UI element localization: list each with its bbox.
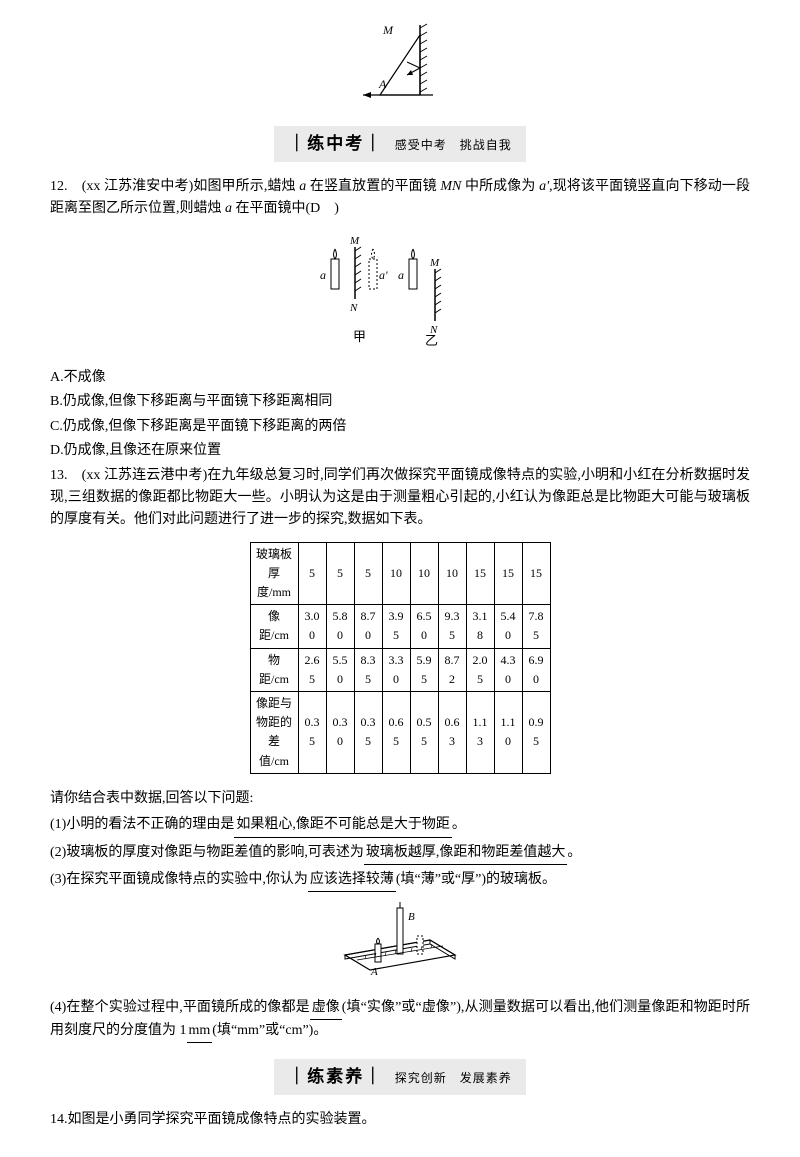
q13-table: 玻璃板厚度/mm555101010151515像距/cm3.005.808.70…	[250, 542, 551, 774]
q13-sub1: (1)小明的看法不正确的理由是如果粗心,像距不可能总是大于物距。	[50, 814, 750, 837]
table-row-label: 像距/cm	[250, 605, 298, 648]
table-cell: 0.30	[326, 692, 354, 774]
table-cell: 2.65	[298, 648, 326, 691]
table-cell: 8.70	[354, 605, 382, 648]
svg-text:a: a	[398, 268, 404, 282]
table-cell: 4.30	[494, 648, 522, 691]
table-cell: 6.90	[522, 648, 550, 691]
q12-opt-c: C.仍成像,但像下移距离是平面镜下移距离的两倍	[50, 416, 750, 438]
table-cell: 0.35	[354, 692, 382, 774]
svg-text:A: A	[370, 966, 378, 978]
banner-midterm-title: ｜练中考｜	[288, 134, 383, 153]
q12-stem: 12. (xx 江苏淮安中考)如图甲所示,蜡烛 a 在竖直放置的平面镜 MN 中…	[50, 176, 750, 221]
table-cell: 5.80	[326, 605, 354, 648]
table-cell: 7.85	[522, 605, 550, 648]
table-cell: 5	[298, 542, 326, 605]
q12-opt-a: A.不成像	[50, 367, 750, 389]
table-cell: 3.95	[382, 605, 410, 648]
svg-text:N: N	[349, 302, 358, 314]
table-cell: 3.30	[382, 648, 410, 691]
banner-quality-sub: 探究创新 发展素养	[395, 1071, 512, 1085]
table-cell: 5.95	[410, 648, 438, 691]
table-cell: 6.50	[410, 605, 438, 648]
table-cell: 8.72	[438, 648, 466, 691]
q13-sub2: (2)玻璃板的厚度对像距与物距差值的影响,可表述为玻璃板越厚,像距和物距差值越大…	[50, 842, 750, 865]
q13-sub4: (4)在整个实验过程中,平面镜所成的像都是虚像(填“实像”或“虚像”),从测量数…	[50, 997, 750, 1044]
q14-stem: 14.如图是小勇同学探究平面镜成像特点的实验装置。	[50, 1109, 750, 1131]
table-cell: 0.63	[438, 692, 466, 774]
table-cell: 1.10	[494, 692, 522, 774]
label-M: M	[382, 23, 394, 37]
table-cell: 2.05	[466, 648, 494, 691]
q12-options: A.不成像 B.仍成像,但像下移距离与平面镜下移距离相同 C.仍成像,但像下移距…	[50, 367, 750, 463]
table-cell: 3.18	[466, 605, 494, 648]
table-cell: 5	[354, 542, 382, 605]
table-cell: 15	[466, 542, 494, 605]
svg-text:乙: 乙	[425, 333, 438, 348]
table-cell: 10	[382, 542, 410, 605]
table-cell: 0.35	[298, 692, 326, 774]
table-cell: 1.13	[466, 692, 494, 774]
table-row-label: 像距与物距的差值/cm	[250, 692, 298, 774]
q13-stem: 13. (xx 江苏连云港中考)在九年级总复习时,同学们再次做探究平面镜成像特点…	[50, 465, 750, 532]
svg-text:a: a	[320, 268, 326, 282]
figure-candle-mirror: a M N a' a M	[50, 229, 750, 357]
table-row-label: 玻璃板厚度/mm	[250, 542, 298, 605]
q12-opt-b: B.仍成像,但像下移距离与平面镜下移距离相同	[50, 391, 750, 413]
svg-text:B: B	[408, 911, 415, 923]
q12-opt-d: D.仍成像,且像还在原来位置	[50, 440, 750, 462]
figure-triangle-mirror: M A	[50, 20, 750, 108]
q13-sub3: (3)在探究平面镜成像特点的实验中,你认为应该选择较薄(填“薄”或“厚”)的玻璃…	[50, 869, 750, 892]
label-A: A	[378, 77, 387, 91]
table-cell: 0.65	[382, 692, 410, 774]
table-cell: 10	[410, 542, 438, 605]
table-cell: 0.55	[410, 692, 438, 774]
banner-quality-title: ｜练素养｜	[288, 1067, 383, 1086]
table-cell: 10	[438, 542, 466, 605]
table-cell: 8.35	[354, 648, 382, 691]
table-row-label: 物距/cm	[250, 648, 298, 691]
q13-prompt: 请你结合表中数据,回答以下问题:	[50, 788, 750, 810]
table-cell: 5.50	[326, 648, 354, 691]
banner-quality: ｜练素养｜ 探究创新 发展素养	[50, 1059, 750, 1094]
banner-midterm: ｜练中考｜ 感受中考 挑战自我	[50, 126, 750, 161]
svg-text:a': a'	[379, 268, 388, 282]
banner-midterm-sub: 感受中考 挑战自我	[395, 138, 512, 152]
table-cell: 5	[326, 542, 354, 605]
figure-glass-plate: A B	[50, 900, 750, 988]
svg-text:M: M	[429, 257, 440, 269]
table-cell: 15	[494, 542, 522, 605]
table-cell: 3.00	[298, 605, 326, 648]
table-cell: 9.35	[438, 605, 466, 648]
table-cell: 5.40	[494, 605, 522, 648]
table-cell: 15	[522, 542, 550, 605]
svg-text:甲: 甲	[353, 329, 366, 344]
table-cell: 0.95	[522, 692, 550, 774]
svg-text:M: M	[349, 235, 360, 247]
